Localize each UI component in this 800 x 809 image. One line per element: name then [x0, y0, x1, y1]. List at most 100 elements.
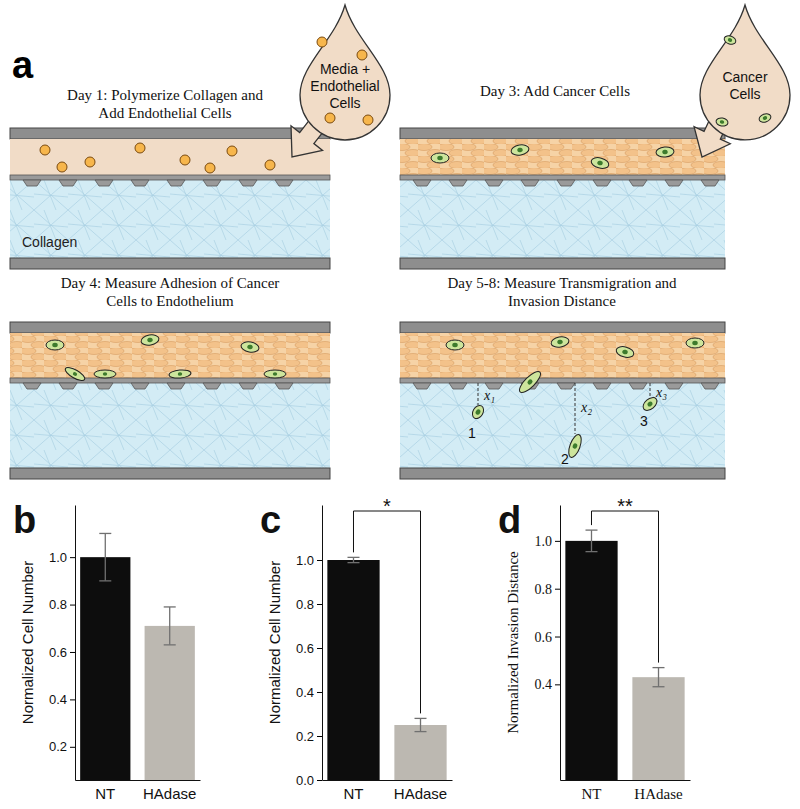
tick-label: 0.8: [296, 597, 314, 612]
endothelium: [10, 333, 330, 378]
tick-label: 0.8: [535, 582, 553, 597]
tick-label: 0.4: [49, 692, 67, 707]
significance-label: **: [617, 495, 633, 517]
tick: 0.8: [296, 597, 322, 612]
cell-body: [94, 370, 116, 378]
error-bar-segment: [347, 557, 359, 558]
pore: [701, 180, 719, 186]
collagen: [10, 180, 330, 258]
tick-label: 0.2: [296, 729, 314, 744]
device-top: [400, 128, 725, 139]
cell-body: [758, 112, 772, 124]
error-bar-segment: [353, 557, 354, 562]
tick-label: 0.8: [49, 597, 67, 612]
tick-mark: [317, 736, 322, 737]
panel-label: d: [498, 499, 521, 541]
tick: 0.6: [49, 645, 75, 660]
invasion-distance: [650, 383, 651, 396]
error-bar-segment: [164, 644, 176, 645]
pore: [629, 180, 647, 186]
cell-nucleus: [692, 341, 698, 346]
cancer-cell: [656, 146, 675, 158]
cell-nucleus: [646, 401, 653, 408]
cell-label: 2: [561, 451, 569, 467]
tick-label: NT: [581, 786, 601, 802]
step-day5-8: Day 5-8: Measure Transmigration andInvas…: [400, 275, 725, 479]
endothelium: [400, 139, 725, 175]
pore: [275, 180, 293, 186]
cancer-cell: [517, 369, 544, 396]
droplet: [300, 5, 390, 140]
cell-body: [566, 433, 584, 459]
error-bar-segment: [415, 718, 427, 719]
pore: [59, 383, 77, 389]
endothelial-cell: [363, 115, 373, 125]
error-bar: [347, 557, 359, 562]
cancer-cell: [264, 370, 286, 378]
device-top: [10, 322, 330, 333]
device-top: [10, 128, 330, 139]
step-day4: Day 4: Measure Adhesion of CancerCells t…: [10, 275, 330, 479]
cell-body: [656, 146, 675, 158]
cell-body: [264, 370, 286, 378]
tick-label: 0.0: [296, 773, 314, 788]
error-bar-segment: [585, 529, 597, 530]
pore: [95, 180, 113, 186]
tick-mark: [317, 692, 322, 693]
pore: [449, 383, 467, 389]
bar: [327, 560, 379, 780]
cancer-cell: [446, 340, 464, 350]
cancer-cell: [46, 340, 64, 350]
collagen: [400, 383, 725, 468]
cancer-cell: [431, 153, 449, 163]
error-bar-segment: [415, 731, 427, 732]
device-bottom: [10, 468, 330, 479]
error-bar-segment: [653, 686, 665, 687]
pore: [239, 180, 257, 186]
tick: 0.0: [296, 773, 322, 788]
droplet-label: Cancer: [722, 69, 767, 85]
step-title: Invasion Distance: [508, 293, 616, 309]
cell-body: [715, 117, 728, 127]
cell-body: [550, 336, 569, 349]
cell-nucleus: [572, 443, 578, 450]
x-axis: NTHAdase: [76, 781, 201, 802]
device-bottom: [10, 258, 330, 269]
tick-label: 0.6: [296, 641, 314, 656]
cell-nucleus: [147, 337, 153, 342]
cell-body: [63, 365, 86, 383]
cell-label: 1: [468, 425, 476, 441]
pore: [593, 383, 611, 389]
distance-label: x₃: [655, 385, 667, 400]
cancer-cell: [510, 144, 529, 157]
plot-area: [565, 530, 684, 780]
cell-body: [140, 334, 159, 347]
cell-nucleus: [178, 372, 183, 376]
step-title: Day 3: Add Cancer Cells: [480, 83, 630, 99]
axis-title: Normalized Invasion Distance: [505, 551, 521, 734]
tick: HAdase: [634, 786, 683, 802]
pore: [167, 180, 185, 186]
cell-nucleus: [72, 371, 78, 376]
cell-body: [46, 340, 64, 350]
pore: [95, 383, 113, 389]
tick: NT: [95, 785, 115, 802]
cell-body: [723, 34, 737, 46]
tick: HAdase: [394, 785, 447, 802]
cell-body: [169, 369, 192, 379]
cell-nucleus: [727, 38, 732, 43]
significance-bracket: [591, 511, 658, 663]
pore: [239, 383, 257, 389]
droplet-label: Cells: [329, 95, 360, 111]
pore: [485, 180, 503, 186]
tick-mark: [555, 589, 560, 590]
membrane: [10, 378, 330, 383]
error-bar-segment: [99, 580, 111, 581]
endothelium: [400, 333, 725, 378]
cancer-cell: [240, 341, 259, 354]
axis-line: [561, 780, 691, 781]
x-axis: NT HAdase: [561, 781, 691, 802]
pore: [557, 383, 575, 389]
tick: 0.8: [535, 582, 561, 597]
cancer-cell: [169, 369, 192, 379]
